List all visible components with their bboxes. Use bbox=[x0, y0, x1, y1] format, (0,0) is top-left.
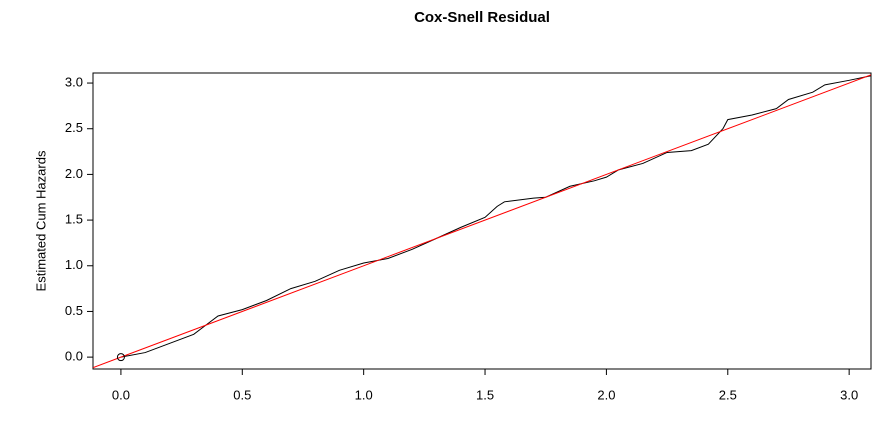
x-tick-label: 1.5 bbox=[476, 387, 494, 402]
x-tick-label: 1.0 bbox=[355, 387, 373, 402]
y-axis-label: Estimated Cum Hazards bbox=[33, 150, 48, 291]
y-tick-label: 2.5 bbox=[65, 120, 83, 135]
y-tick-label: 2.0 bbox=[65, 166, 83, 181]
x-tick-label: 0.5 bbox=[233, 387, 251, 402]
x-tick-label: 2.0 bbox=[597, 387, 615, 402]
y-tick-label: 1.5 bbox=[65, 212, 83, 227]
y-tick-label: 0.5 bbox=[65, 303, 83, 318]
x-tick-label: 2.5 bbox=[719, 387, 737, 402]
x-tick-label: 3.0 bbox=[840, 387, 858, 402]
series-line bbox=[120, 75, 872, 358]
y-tick-label: 3.0 bbox=[65, 74, 83, 89]
x-tick-label: 0.0 bbox=[112, 387, 130, 402]
point bbox=[116, 353, 125, 362]
plot-frame bbox=[92, 72, 872, 370]
chart-title: Cox-Snell Residual bbox=[414, 9, 550, 26]
y-tick-label: 1.0 bbox=[65, 257, 83, 272]
reference-line bbox=[93, 74, 871, 369]
y-tick-label: 0.0 bbox=[65, 349, 83, 364]
